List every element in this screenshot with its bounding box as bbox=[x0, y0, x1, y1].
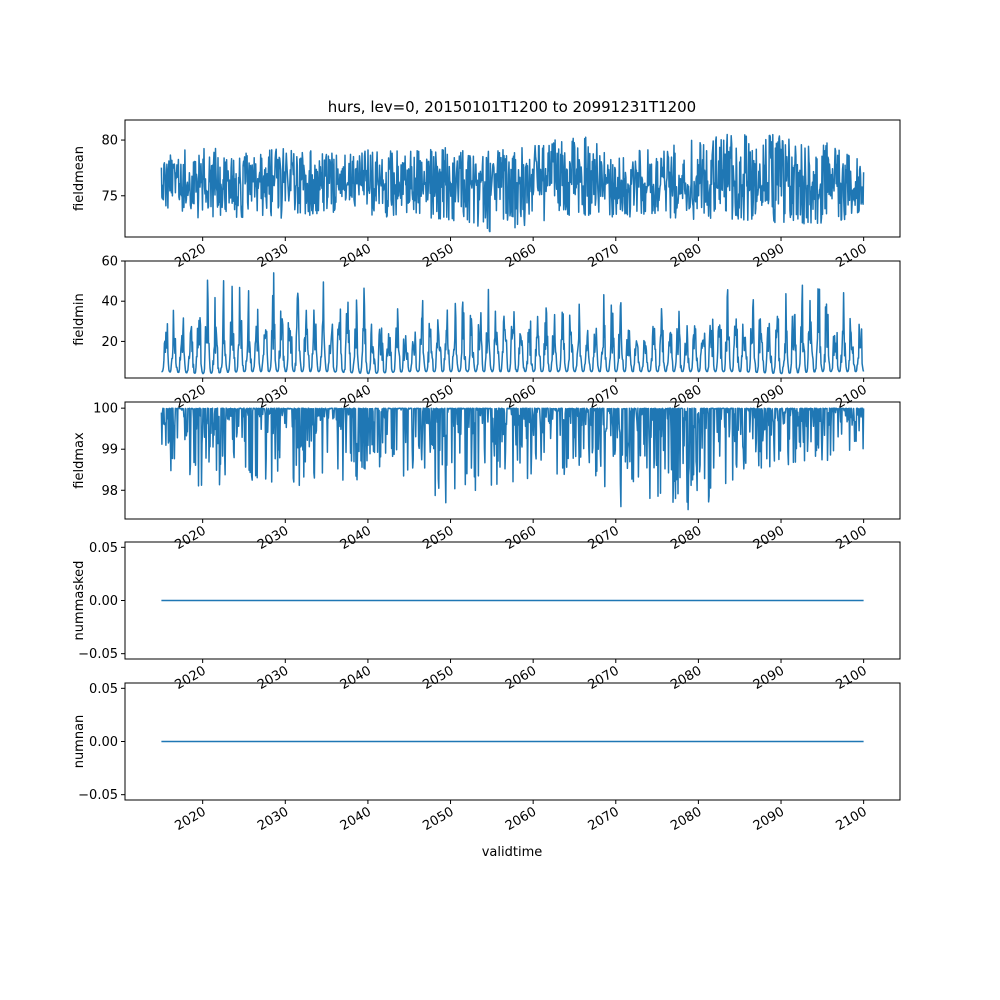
y-tick-label: 0.00 bbox=[89, 735, 118, 750]
axes-frame bbox=[124, 119, 901, 238]
y-tick-label: 100 bbox=[93, 402, 118, 417]
y-tick-label: −0.05 bbox=[78, 788, 118, 803]
series-line-fieldmin bbox=[161, 272, 865, 375]
y-tick-label: 60 bbox=[101, 255, 118, 270]
figure-title: hurs, lev=0, 20150101T1200 to 20991231T1… bbox=[328, 98, 696, 116]
y-tick-label: 0.05 bbox=[89, 541, 118, 556]
x-axis-label: validtime bbox=[482, 845, 543, 860]
y-tick-label: 75 bbox=[101, 189, 118, 204]
axes-frame bbox=[124, 260, 901, 379]
y-tick-label: 40 bbox=[101, 295, 118, 310]
y-tick-label: 20 bbox=[101, 335, 118, 350]
series-group bbox=[161, 272, 865, 375]
y-tick-label: 80 bbox=[101, 134, 118, 149]
y-tick-label: −0.05 bbox=[78, 647, 118, 662]
y-tick-label: 99 bbox=[101, 443, 118, 458]
y-tick-label: 98 bbox=[101, 484, 118, 499]
y-tick-label: 0.00 bbox=[89, 594, 118, 609]
y-axis-label: numnan bbox=[72, 715, 87, 769]
y-axis-label: fieldmax bbox=[72, 432, 87, 489]
series-group bbox=[160, 133, 865, 233]
series-line-fieldmean bbox=[160, 133, 865, 233]
axes-frame bbox=[124, 401, 901, 520]
y-axis-label: fieldmin bbox=[72, 293, 87, 346]
y-axis-label: nummasked bbox=[72, 561, 87, 641]
series-line-fieldmax bbox=[160, 407, 865, 511]
y-axis-label: fieldmean bbox=[72, 146, 87, 211]
y-tick-label: 0.05 bbox=[89, 682, 118, 697]
series-group bbox=[160, 407, 865, 511]
